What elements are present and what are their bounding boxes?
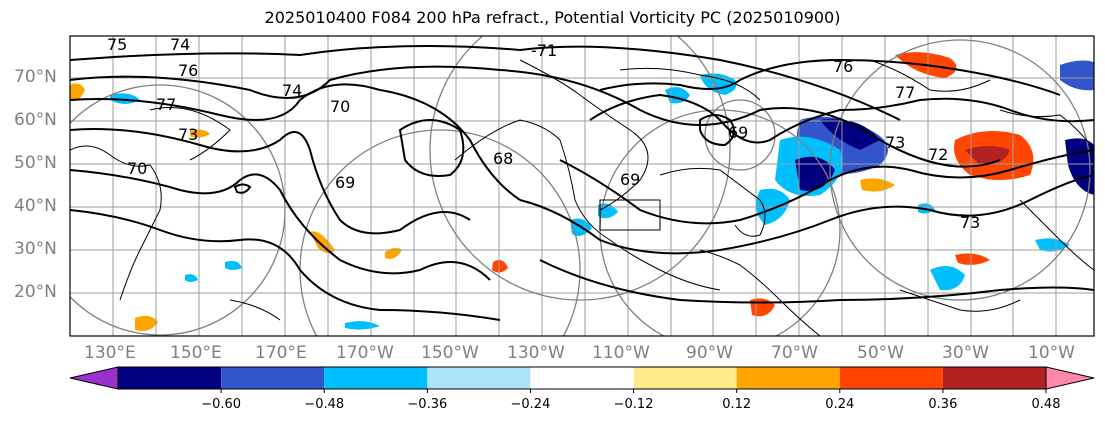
colorbar-segment bbox=[942, 367, 1046, 389]
contour-label: 76 bbox=[833, 57, 853, 76]
colorbar-tick-label: −0.48 bbox=[304, 397, 344, 412]
contour-label: 68 bbox=[493, 149, 513, 168]
lon-label-150e: 150°E bbox=[170, 343, 222, 363]
lat-label-70n: 70°N bbox=[14, 67, 57, 87]
lat-label-60n: 60°N bbox=[14, 110, 57, 130]
colorbar-tick-label: −0.36 bbox=[407, 397, 447, 412]
lon-label-150w: 150°W bbox=[421, 343, 479, 363]
colorbar-segment bbox=[324, 367, 428, 389]
colorbar-tick-label: −0.60 bbox=[201, 397, 241, 412]
colorbar-extend-low bbox=[69, 366, 119, 390]
contour-label: 74 bbox=[170, 35, 190, 54]
colorbar-tick-label: −0.12 bbox=[614, 397, 654, 412]
colorbar-tick-label: 0.24 bbox=[825, 397, 854, 412]
lon-label-110w: 110°W bbox=[592, 343, 650, 363]
contour-label: 75 bbox=[107, 35, 127, 54]
lat-label-50n: 50°N bbox=[14, 153, 57, 173]
lon-label-130w: 130°W bbox=[507, 343, 565, 363]
contour-label: 77 bbox=[895, 83, 915, 102]
lat-label-40n: 40°N bbox=[14, 196, 57, 216]
contour-label: 69 bbox=[335, 173, 355, 192]
colorbar-segment bbox=[633, 367, 737, 389]
contour-label: 73 bbox=[960, 213, 980, 232]
map-title: 2025010400 F084 200 hPa refract., Potent… bbox=[264, 8, 841, 27]
contour-label: 69 bbox=[728, 123, 748, 142]
colorbar-segment bbox=[221, 367, 325, 389]
colorbar-segment bbox=[427, 367, 531, 389]
colorbar-extend-high bbox=[1045, 366, 1095, 390]
contour-label: 72 bbox=[928, 145, 948, 164]
lon-label-50w: 50°W bbox=[857, 343, 904, 363]
contour-label: 77 bbox=[156, 95, 176, 114]
colorbar-tick-label: 0.12 bbox=[722, 397, 751, 412]
colorbar: −0.60 −0.48 −0.36 −0.24 −0.12 0.12 0.24 0.36 0.4… bbox=[69, 366, 1095, 412]
colorbar-segment bbox=[839, 367, 943, 389]
contour-label: -71 bbox=[531, 41, 557, 60]
colorbar-outline bbox=[117, 366, 1047, 390]
lat-label-20n: 20°N bbox=[14, 282, 57, 302]
lat-label-30n: 30°N bbox=[14, 239, 57, 259]
colorbar-tick-label: 0.48 bbox=[1032, 397, 1061, 412]
colorbar-tick-label: 0.36 bbox=[928, 397, 957, 412]
colorbar-segment bbox=[118, 367, 222, 389]
lon-label-170e: 170°E bbox=[255, 343, 307, 363]
contour-label: 70 bbox=[330, 97, 350, 116]
lon-label-170w: 170°W bbox=[336, 343, 394, 363]
lon-label-70w: 70°W bbox=[771, 343, 818, 363]
map-frame bbox=[69, 35, 1095, 337]
lon-label-90w: 90°W bbox=[686, 343, 733, 363]
lon-label-10w: 10°W bbox=[1028, 343, 1075, 363]
contour-label: 70 bbox=[127, 159, 147, 178]
contour-label: 73 bbox=[178, 125, 198, 144]
contour-label: 76 bbox=[178, 61, 198, 80]
lon-label-30w: 30°W bbox=[942, 343, 989, 363]
contour-label: 73 bbox=[885, 133, 905, 152]
lon-label-130e: 130°E bbox=[84, 343, 136, 363]
colorbar-tick-label: −0.24 bbox=[511, 397, 551, 412]
height-contours bbox=[70, 45, 1094, 321]
contour-label: 69 bbox=[620, 170, 640, 189]
coastlines bbox=[70, 59, 1094, 336]
colorbar-segment bbox=[530, 367, 634, 389]
colorbar-segment bbox=[736, 367, 840, 389]
map-background bbox=[70, 36, 1094, 336]
contour-label: 74 bbox=[282, 81, 302, 100]
